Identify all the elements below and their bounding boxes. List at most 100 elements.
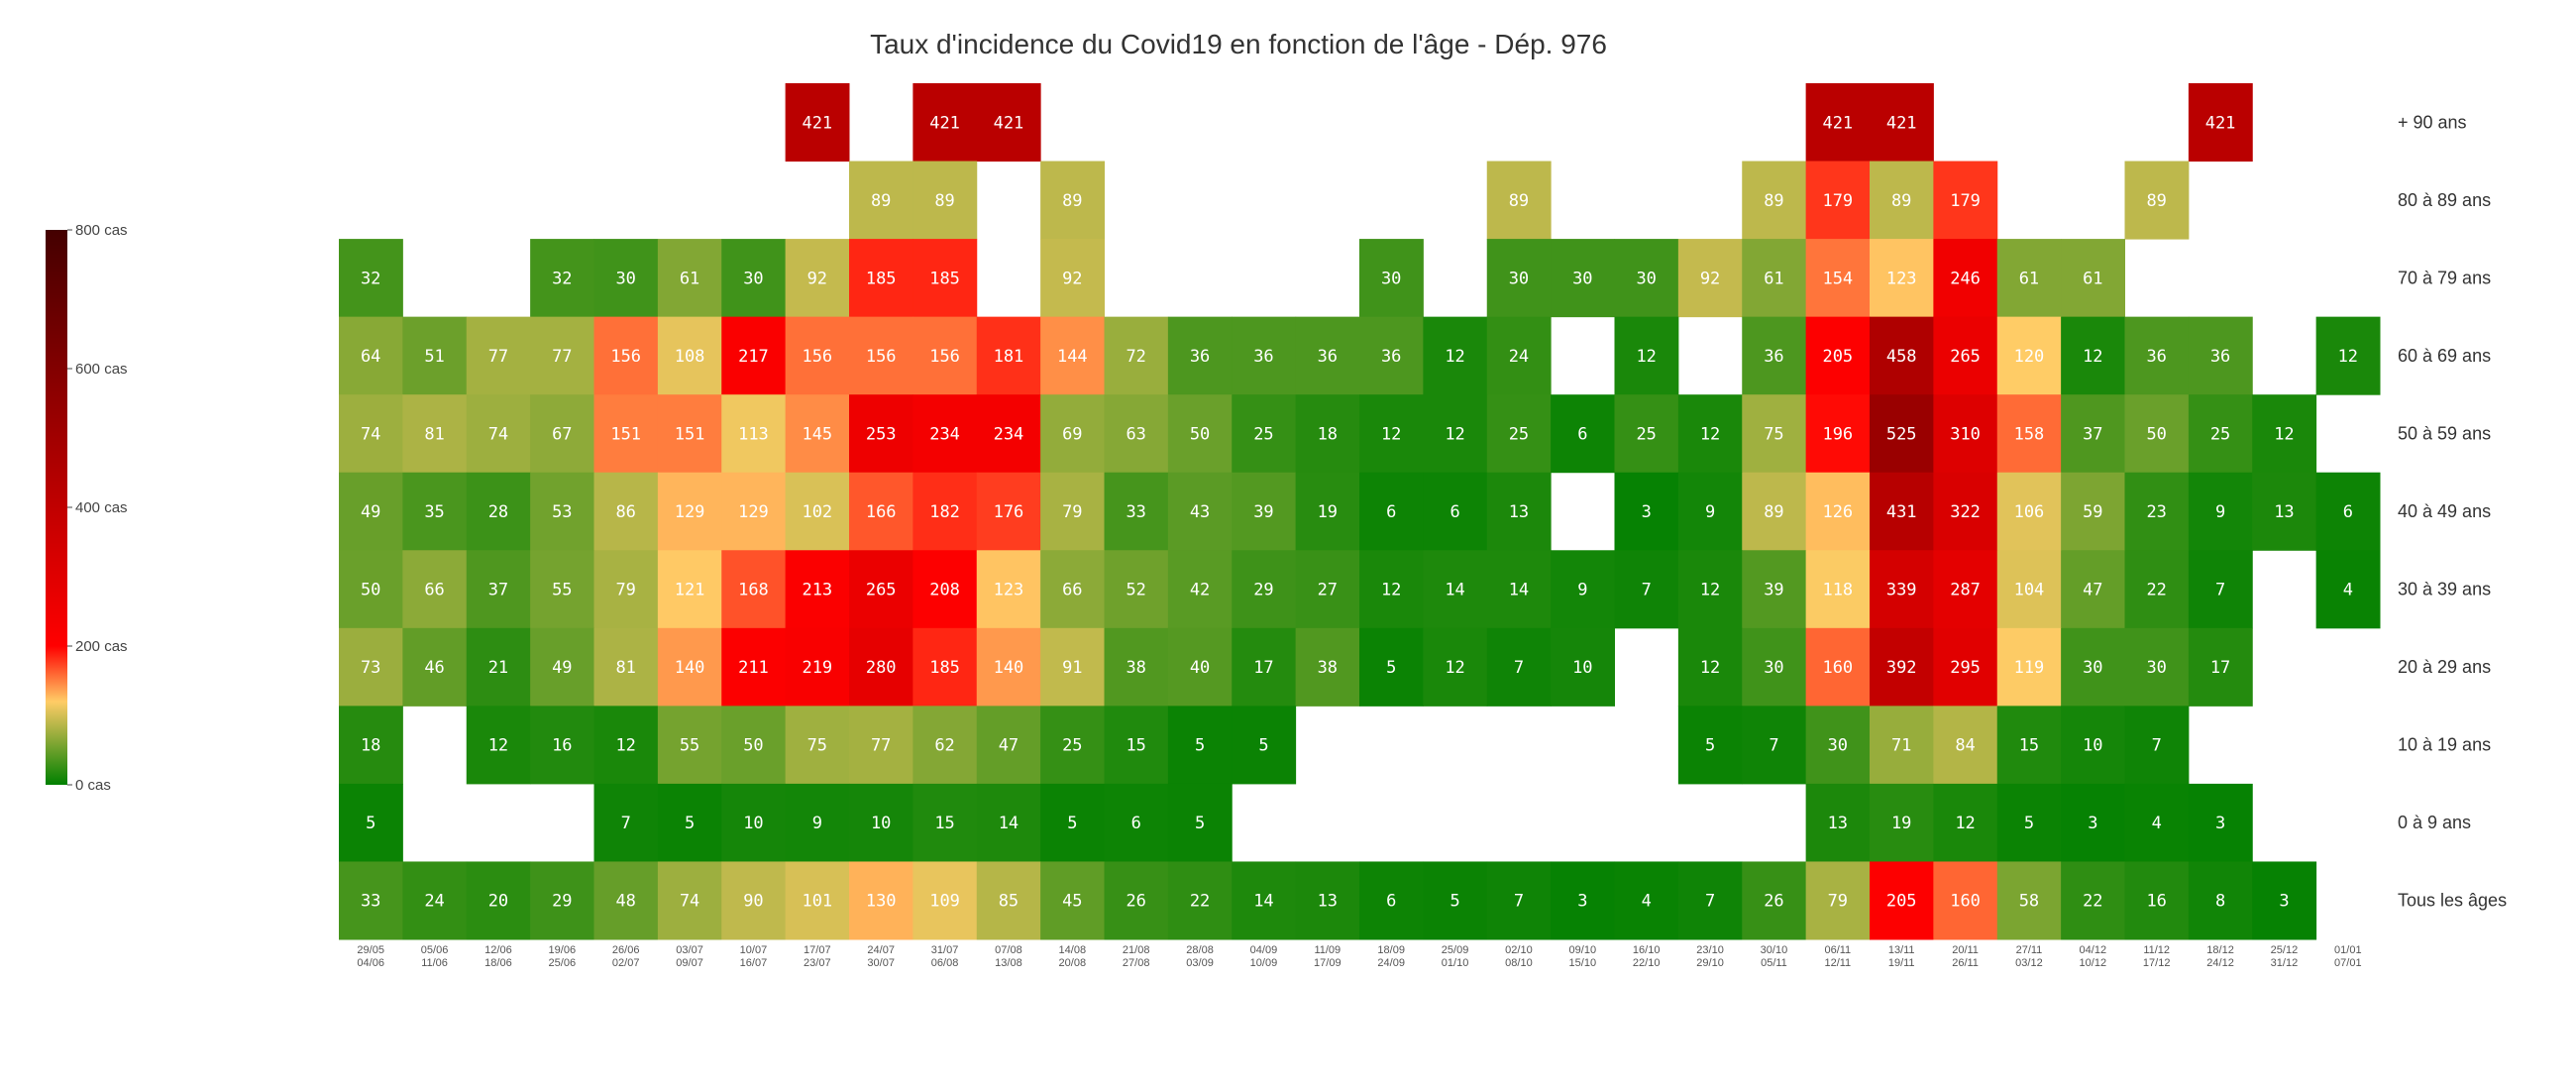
heatmap-cell: [721, 861, 787, 940]
x-tick-label-end: 01/10: [1442, 957, 1469, 969]
heatmap-cell-label: 7: [1642, 581, 1652, 600]
row-label: 50 à 59 ans: [2398, 423, 2491, 443]
heatmap-cell: [2124, 394, 2190, 474]
heatmap-cell: [657, 706, 722, 785]
heatmap-cell: [1104, 783, 1169, 862]
heatmap-cell: [1295, 394, 1360, 474]
heatmap-cell-label: 32: [361, 269, 380, 288]
x-tick-label-end: 23/07: [804, 957, 831, 969]
heatmap-cell: [1805, 783, 1871, 862]
heatmap-cell: [2315, 550, 2381, 629]
heatmap-cell-label: 92: [1700, 269, 1720, 288]
heatmap-cell-label: 89: [2146, 191, 2166, 211]
heatmap-cell: [1104, 394, 1169, 474]
heatmap-cell: [1423, 861, 1488, 940]
heatmap-cell-label: 7: [2152, 736, 2162, 756]
heatmap-cell: [657, 550, 722, 629]
heatmap-cell: [1870, 394, 1934, 474]
heatmap-cell-label: 6: [1577, 424, 1587, 444]
heatmap-cell: [1996, 627, 2062, 707]
heatmap-cell: [1870, 706, 1934, 785]
heatmap-cell-label: 265: [1950, 347, 1981, 367]
heatmap-cell-label: 158: [2014, 424, 2045, 444]
x-tick-label-start: 30/10: [1761, 944, 1788, 956]
heatmap-cell-label: 64: [361, 347, 380, 367]
x-tick-label-start: 26/06: [612, 944, 640, 956]
heatmap-cell-label: 49: [361, 502, 380, 522]
heatmap-cell: [2188, 861, 2253, 940]
heatmap-cell-label: 47: [2083, 581, 2102, 600]
row-label: 70 à 79 ans: [2398, 268, 2491, 287]
heatmap-cell-label: 55: [552, 581, 572, 600]
heatmap-cell-label: 421: [2205, 113, 2236, 133]
heatmap-cell: [1933, 706, 1998, 785]
heatmap-cell-label: 431: [1886, 502, 1917, 522]
heatmap-cell: [1742, 861, 1807, 940]
heatmap-cell-label: 458: [1886, 347, 1917, 367]
heatmap-cell: [912, 239, 978, 318]
x-tick-label-end: 06/08: [931, 957, 959, 969]
heatmap-cell: [1805, 239, 1871, 318]
x-tick-label-start: 21/08: [1123, 944, 1150, 956]
heatmap-cell: [2315, 472, 2381, 551]
heatmap-cell: [1295, 861, 1360, 940]
row-label: + 90 ans: [2398, 112, 2467, 132]
x-tick-label-start: 04/09: [1250, 944, 1278, 956]
heatmap-cell: [2188, 627, 2253, 707]
heatmap-cell-label: 12: [1381, 424, 1401, 444]
heatmap-cell: [1870, 161, 1934, 240]
heatmap-cell: [530, 550, 594, 629]
heatmap-cell: [1423, 394, 1488, 474]
heatmap-cell-label: 6: [1449, 502, 1459, 522]
row-label: 0 à 9 ans: [2398, 813, 2471, 832]
x-tick-label-end: 29/10: [1696, 957, 1724, 969]
heatmap-cell: [339, 316, 403, 395]
heatmap-cell-label: 25: [1062, 736, 1082, 756]
x-tick-label-start: 31/07: [931, 944, 959, 956]
heatmap-cell: [1742, 706, 1807, 785]
heatmap-cell-label: 22: [2146, 581, 2166, 600]
heatmap-cell: [1805, 550, 1871, 629]
heatmap-cell-label: 12: [1445, 347, 1464, 367]
heatmap-cell-label: 17: [2210, 658, 2230, 678]
x-tick-label-start: 06/11: [1824, 944, 1851, 956]
heatmap-cell: [339, 472, 403, 551]
heatmap-cell-label: 30: [1572, 269, 1592, 288]
heatmap-cell-label: 28: [488, 502, 508, 522]
heatmap-cell: [657, 316, 722, 395]
heatmap-cell-label: 53: [552, 502, 572, 522]
heatmap-cell-label: 79: [615, 581, 635, 600]
heatmap-cell-label: 130: [866, 892, 897, 912]
x-tick-label-end: 03/12: [2015, 957, 2043, 969]
x-tick-label-end: 07/01: [2334, 957, 2362, 969]
heatmap-cell: [2252, 861, 2317, 940]
heatmap-cell: [1232, 706, 1297, 785]
heatmap-cell-label: 74: [488, 424, 508, 444]
heatmap-cell-label: 525: [1886, 424, 1917, 444]
heatmap-cell-label: 48: [615, 892, 635, 912]
heatmap-cell: [1996, 316, 2062, 395]
heatmap-cell-label: 15: [1126, 736, 1145, 756]
x-tick-label-end: 16/07: [740, 957, 768, 969]
x-tick-label-start: 04/12: [2080, 944, 2107, 956]
heatmap-cell: [2124, 316, 2190, 395]
heatmap-cell-label: 30: [1828, 736, 1848, 756]
heatmap-cell: [1996, 472, 2062, 551]
heatmap-cell: [1359, 472, 1424, 551]
heatmap-cell-label: 30: [2083, 658, 2102, 678]
heatmap-cell-label: 287: [1950, 581, 1981, 600]
heatmap-cell-label: 5: [1449, 892, 1459, 912]
x-tick-label-end: 10/09: [1250, 957, 1278, 969]
heatmap-cell: [1423, 472, 1488, 551]
heatmap-cell: [912, 83, 978, 163]
heatmap-cell: [593, 550, 659, 629]
heatmap-cell: [1359, 239, 1424, 318]
heatmap-cell-label: 35: [424, 502, 444, 522]
heatmap-cell: [1933, 239, 1998, 318]
heatmap-cell-label: 208: [929, 581, 960, 600]
heatmap-cell-label: 39: [1764, 581, 1783, 600]
heatmap-cell: [2188, 316, 2253, 395]
heatmap-cell-label: 75: [1764, 424, 1783, 444]
heatmap-cell: [1232, 316, 1297, 395]
colorbar-tick-label: 0 cas: [75, 777, 111, 794]
